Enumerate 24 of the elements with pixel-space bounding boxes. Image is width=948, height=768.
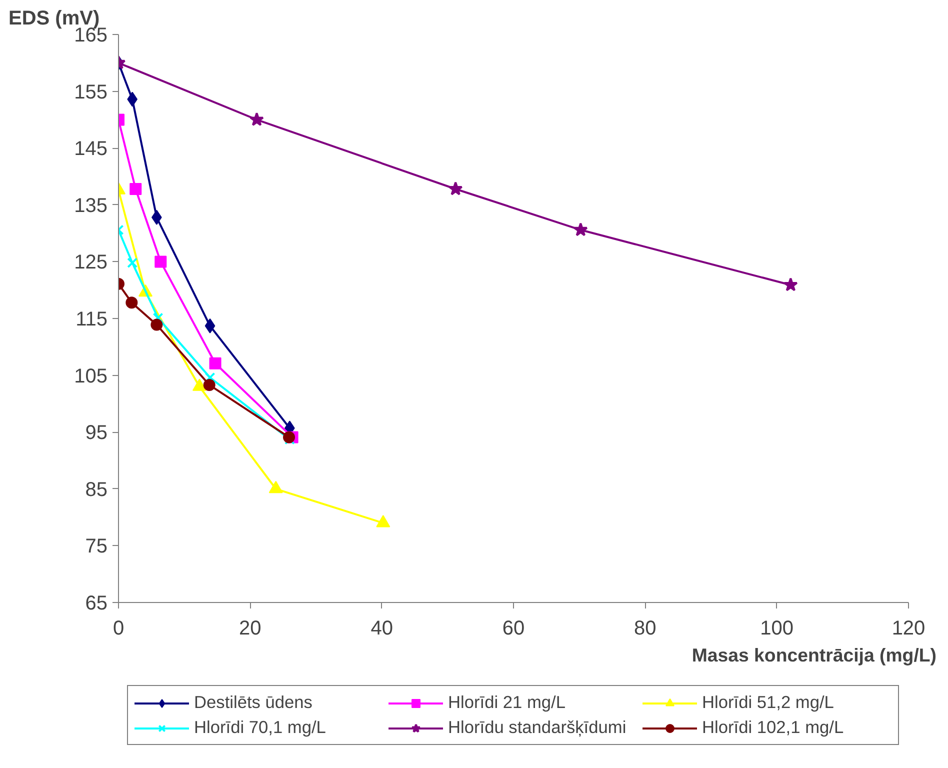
y-tick-label: 145 (74, 138, 108, 160)
x-axis-title: Masas koncentrācija (mg/L) (692, 644, 937, 666)
legend-label: Hlorīdu standaršķīdumi (448, 717, 628, 738)
x-tick-label: 120 (892, 618, 926, 640)
y-tick-label: 75 (85, 536, 108, 558)
y-tick-label: 105 (74, 365, 108, 388)
legend-label: Destilēts ūdens (194, 692, 314, 713)
x-tick-label: 20 (239, 618, 262, 640)
x-tick-label: 0 (112, 618, 124, 640)
x-tick-label: 80 (634, 618, 656, 640)
y-tick-label: 135 (74, 194, 108, 217)
legend-label: Hlorīdi 102,1 mg/L (702, 717, 845, 738)
y-tick-label: 155 (74, 81, 108, 104)
x-tick-label: 60 (502, 618, 525, 640)
legend-label: Hlorīdi 70,1 mg/L (194, 717, 327, 738)
legend-label: Hlorīdi 21 mg/L (448, 692, 566, 713)
y-tick-label: 95 (85, 422, 108, 444)
y-tick-label: 85 (85, 478, 108, 501)
y-tick-label: 65 (85, 592, 108, 614)
legend-label: Hlorīdi 51,2 mg/L (702, 692, 835, 713)
y-tick-label: 125 (74, 252, 108, 274)
x-tick-label: 100 (760, 618, 794, 640)
y-tick-label: 115 (76, 308, 108, 330)
x-tick-label: 40 (370, 618, 393, 640)
